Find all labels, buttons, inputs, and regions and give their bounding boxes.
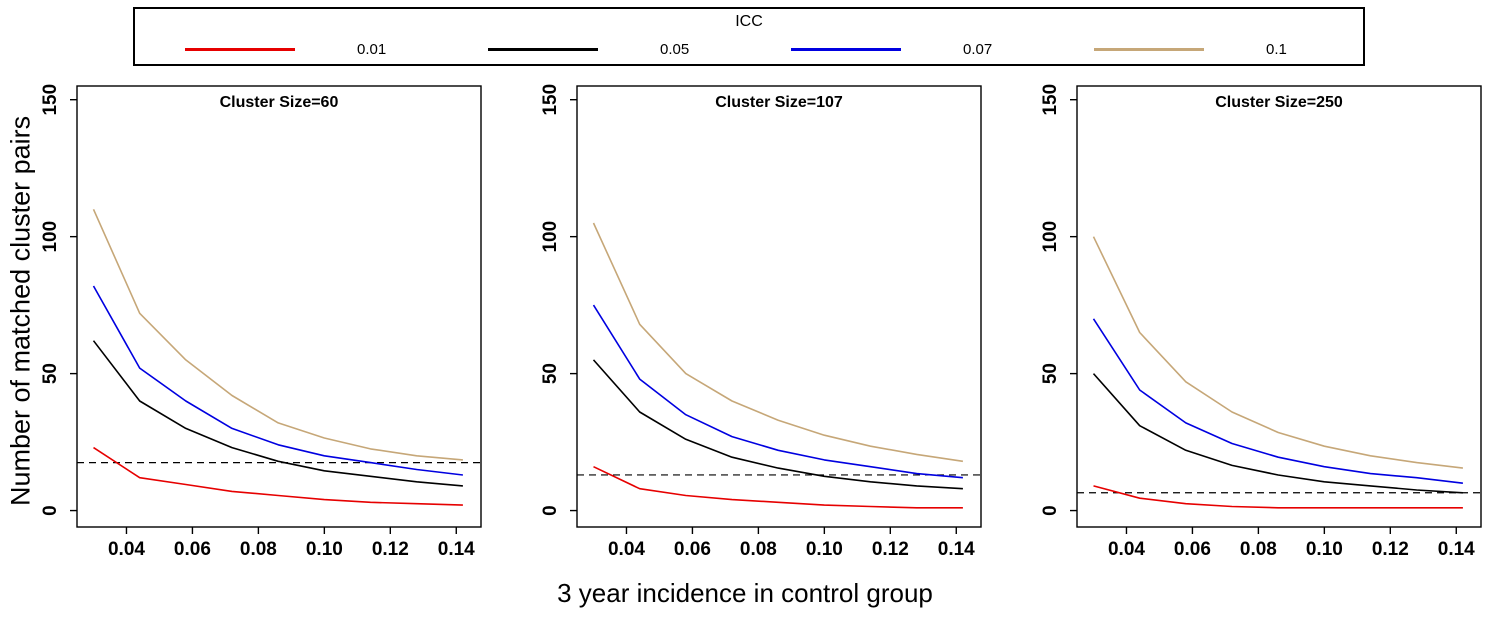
series-line-icc-0.07 [92, 285, 463, 476]
series-line-icc-0.1 [1092, 236, 1463, 469]
x-tick-label: 0.12 [872, 539, 909, 560]
series-line-icc-0.01 [93, 446, 463, 506]
legend-item-label: 0.05 [660, 40, 690, 58]
y-tick-label: 50 [40, 363, 61, 384]
panel-title: Cluster Size=107 [715, 94, 843, 111]
y-tick-label: 100 [540, 221, 561, 253]
panel-cluster-size-250: 0.04 0.06 0.08 0.10 0.12 0.14 0 50 100 150 Cluster… [1040, 84, 1482, 560]
x-tick-label: 0.10 [806, 539, 843, 560]
legend-line-swatch [1094, 47, 1204, 51]
y-tick-label: 100 [1040, 221, 1061, 253]
legend-item-label: 0.1 [1266, 40, 1287, 58]
series-line-icc-0.05 [592, 359, 963, 490]
plot-box [576, 85, 982, 528]
legend-item-0.1: 0.1 [1094, 40, 1287, 58]
y-tick-label: 150 [540, 84, 561, 116]
x-tick-label: 0.06 [1174, 539, 1211, 560]
x-tick-label: 0.12 [372, 539, 409, 560]
plot-box [76, 85, 482, 528]
x-tick-label: 0.10 [306, 539, 343, 560]
x-tick-label: 0.08 [240, 539, 277, 560]
panel-title: Cluster Size=60 [220, 94, 339, 111]
legend-item-label: 0.01 [357, 40, 387, 58]
legend-item-0.07: 0.07 [791, 40, 992, 58]
y-tick-label: 0 [1040, 505, 1061, 516]
y-tick-label: 0 [540, 505, 561, 516]
legend-title: ICC [735, 13, 763, 30]
x-tick-label: 0.14 [938, 539, 975, 560]
panel-cluster-size-60: 0.04 0.06 0.08 0.10 0.12 0.14 0 50 100 150 Cluster… [40, 84, 482, 560]
y-tick-label: 150 [1040, 84, 1061, 116]
series-line-icc-0.01 [1093, 485, 1463, 509]
x-tick-label: 0.04 [1108, 539, 1145, 560]
series-line-icc-0.07 [1092, 318, 1463, 484]
legend-item-0.05: 0.05 [488, 40, 689, 58]
series-line-icc-0.01 [593, 465, 963, 509]
plot-box [1076, 85, 1482, 528]
x-tick-label: 0.06 [674, 539, 711, 560]
legend-items: 0.01 0.05 0.07 0.1 [135, 40, 1363, 60]
legend-item-0.01: 0.01 [185, 40, 386, 58]
panel-title: Cluster Size=250 [1215, 94, 1343, 111]
x-tick-label: 0.14 [438, 539, 475, 560]
x-tick-label: 0.08 [740, 539, 777, 560]
series-line-icc-0.05 [92, 340, 463, 487]
x-tick-label: 0.10 [1306, 539, 1343, 560]
panel-cluster-size-107: 0.04 0.06 0.08 0.10 0.12 0.14 0 50 100 150 Cluster… [540, 84, 982, 560]
x-tick-label: 0.12 [1372, 539, 1409, 560]
legend-line-swatch [791, 47, 901, 51]
series-line-icc-0.1 [92, 208, 463, 461]
y-tick-label: 150 [40, 84, 61, 116]
y-tick-label: 0 [40, 505, 61, 516]
x-tick-label: 0.04 [608, 539, 645, 560]
y-tick-label: 50 [540, 363, 561, 384]
legend-box: ICC 0.01 0.05 0.07 0.1 [133, 7, 1365, 66]
x-axis-title: 3 year incidence in control group [557, 578, 933, 608]
x-tick-label: 0.06 [174, 539, 211, 560]
x-tick-label: 0.14 [1438, 539, 1475, 560]
x-tick-label: 0.08 [1240, 539, 1277, 560]
legend-line-swatch [185, 47, 295, 51]
y-tick-label: 100 [40, 221, 61, 253]
y-tick-label: 50 [1040, 363, 1061, 384]
series-line-icc-0.05 [1092, 373, 1463, 494]
series-line-icc-0.07 [592, 304, 963, 479]
series-line-icc-0.1 [592, 222, 964, 463]
legend-line-swatch [488, 47, 598, 51]
x-tick-label: 0.04 [108, 539, 145, 560]
legend-item-label: 0.07 [963, 40, 993, 58]
